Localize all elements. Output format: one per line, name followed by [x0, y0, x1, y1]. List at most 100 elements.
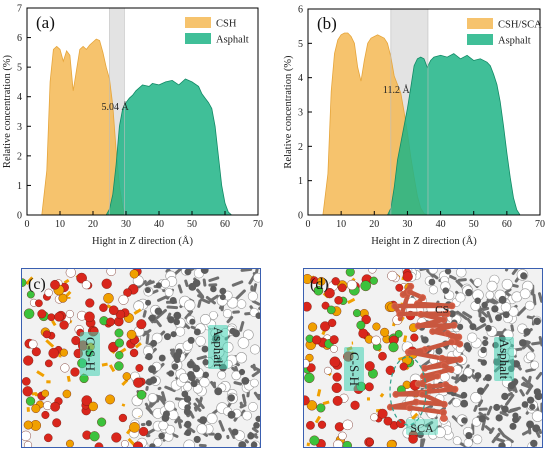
carbon-atom	[189, 318, 196, 325]
carbon-atom	[485, 324, 492, 332]
bond	[535, 371, 542, 380]
legend-label: CSH	[216, 19, 237, 30]
silicate-bond	[63, 278, 70, 284]
oxygen-atom	[364, 361, 375, 372]
hydrogen-atom	[206, 412, 218, 425]
hydrogen-atom	[530, 360, 539, 370]
hydrogen-atom	[44, 288, 53, 297]
x-tick-label: 0	[306, 219, 311, 230]
y-tick-label: 5	[298, 39, 303, 50]
carbon-atom	[481, 301, 488, 309]
silicate-bond	[108, 364, 116, 373]
hydrogen-atom	[455, 292, 466, 303]
carbon-atom	[495, 414, 503, 422]
oxygen-atom	[378, 351, 387, 361]
carbon-atom	[184, 420, 192, 428]
x-axis-label: Hight in Z direction (Å)	[92, 235, 193, 247]
carbon-atom	[456, 323, 464, 331]
hydrogen-atom	[22, 430, 32, 442]
carbon-atom	[512, 360, 521, 368]
carbon-atom	[145, 299, 152, 306]
oxygen-atom	[324, 287, 335, 299]
bond	[424, 421, 434, 428]
carbon-atom	[167, 316, 175, 324]
carbon-atom	[187, 371, 195, 379]
region-tag-background	[80, 332, 100, 376]
hydrogen-atom	[208, 310, 218, 320]
calcium-atom	[26, 290, 35, 299]
carbon-atom	[491, 305, 499, 313]
silicon-atom	[103, 293, 114, 304]
carbon-atom	[219, 287, 227, 295]
bond	[449, 274, 457, 281]
oxygen-atom	[94, 442, 104, 447]
y-axis-label: Relative concentration (%)	[283, 55, 294, 169]
carbon-atom	[444, 269, 452, 275]
carbon-atom	[463, 342, 471, 349]
snapshot-c-render: C-S-H Asphalt (c)	[22, 269, 260, 447]
hydrogen-atom	[387, 270, 398, 281]
carbon-atom	[227, 394, 235, 402]
hydrogen-atom	[153, 437, 163, 447]
bond	[174, 416, 181, 424]
bond	[482, 335, 489, 340]
oxygen-atom	[35, 299, 43, 308]
bond	[177, 420, 182, 429]
hydrogen-atom	[242, 410, 252, 421]
oxygen-atom	[133, 441, 144, 447]
silicate-bond	[411, 412, 419, 420]
panel-label: (c)	[28, 276, 46, 293]
bond	[511, 269, 519, 275]
hydrogen-atom	[182, 382, 193, 392]
hydrogen-atom	[231, 370, 241, 381]
y-tick-label: 0	[298, 211, 303, 222]
carbon-atom	[148, 314, 156, 322]
calcium-atom	[309, 435, 320, 446]
carbon-atom	[493, 403, 501, 411]
carbon-atom	[480, 346, 487, 354]
silicon-atom	[88, 401, 98, 412]
silicon-atom	[58, 293, 68, 303]
bond	[538, 335, 542, 347]
hydrogen-atom	[222, 309, 233, 319]
legend-swatch	[185, 33, 211, 44]
hydrogen-atom	[65, 309, 74, 319]
bond	[197, 299, 202, 308]
y-tick-label: 6	[298, 5, 303, 16]
silicon-atom	[62, 389, 72, 399]
oxygen-atom	[329, 335, 339, 345]
bond	[239, 401, 244, 408]
calcium-atom	[395, 330, 403, 338]
bond	[537, 292, 542, 303]
carbon-atom	[507, 381, 516, 390]
carbon-atom	[193, 435, 201, 443]
oxygen-atom	[337, 283, 347, 293]
silicon-atom	[41, 389, 50, 398]
region-tag: C-S-H	[83, 337, 98, 371]
oxygen-atom	[366, 438, 374, 447]
calcium-atom	[23, 308, 35, 319]
silicon-atom	[31, 404, 41, 414]
carbon-atom	[149, 443, 156, 447]
oxygen-atom	[71, 335, 81, 346]
oxygen-atom	[306, 363, 316, 373]
silicon-atom	[129, 422, 140, 433]
hydrogen-atom	[183, 439, 195, 447]
hydrogen-atom	[118, 294, 129, 305]
silicate-bond	[126, 428, 132, 435]
bond	[173, 269, 183, 276]
carbon-atom	[173, 311, 182, 320]
carbon-atom	[181, 390, 189, 398]
bond	[157, 295, 169, 302]
y-tick-label: 3	[17, 122, 22, 133]
calcium-atom	[89, 431, 100, 442]
hydrogen-atom	[248, 402, 258, 412]
carbon-atom	[145, 378, 154, 386]
bond	[509, 406, 521, 412]
carbon-atom	[154, 307, 163, 315]
region-tag-background	[494, 337, 514, 381]
bond	[184, 279, 189, 287]
bond	[244, 439, 249, 444]
carbon-atom	[190, 380, 198, 388]
